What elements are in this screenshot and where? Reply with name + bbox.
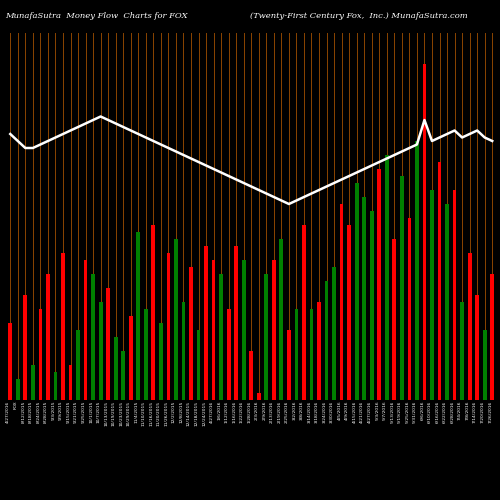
Bar	[144, 309, 148, 400]
Bar	[317, 302, 321, 400]
Bar	[340, 204, 344, 400]
Bar	[46, 274, 50, 400]
Bar	[468, 253, 471, 400]
Bar	[219, 274, 223, 400]
Bar	[152, 225, 155, 400]
Bar	[227, 309, 230, 400]
Bar	[196, 330, 200, 400]
Bar	[8, 323, 12, 400]
Bar	[385, 155, 388, 400]
Bar	[392, 239, 396, 400]
Bar	[280, 239, 283, 400]
Bar	[348, 225, 351, 400]
Bar	[294, 309, 298, 400]
Bar	[242, 260, 246, 400]
Bar	[61, 253, 65, 400]
Bar	[490, 274, 494, 400]
Bar	[324, 281, 328, 400]
Bar	[76, 330, 80, 400]
Bar	[250, 351, 253, 400]
Bar	[31, 365, 34, 400]
Bar	[430, 190, 434, 400]
Bar	[84, 260, 87, 400]
Bar	[114, 337, 117, 400]
Bar	[400, 176, 404, 400]
Bar	[106, 288, 110, 400]
Bar	[287, 330, 291, 400]
Bar	[355, 183, 358, 400]
Bar	[332, 267, 336, 400]
Bar	[159, 323, 163, 400]
Bar	[166, 253, 170, 400]
Bar	[438, 162, 442, 400]
Bar	[68, 365, 72, 400]
Text: MunafaSutra  Money Flow  Charts for FOX: MunafaSutra Money Flow Charts for FOX	[5, 12, 188, 20]
Bar	[212, 260, 216, 400]
Bar	[129, 316, 132, 400]
Bar	[24, 295, 27, 400]
Bar	[415, 141, 419, 400]
Bar	[310, 309, 314, 400]
Bar	[54, 372, 58, 400]
Bar	[91, 274, 95, 400]
Bar	[136, 232, 140, 400]
Bar	[476, 295, 479, 400]
Bar	[445, 204, 449, 400]
Bar	[122, 351, 125, 400]
Bar	[16, 379, 20, 400]
Bar	[408, 218, 412, 400]
Bar	[189, 267, 193, 400]
Bar	[422, 64, 426, 400]
Bar	[182, 302, 186, 400]
Bar	[99, 302, 102, 400]
Bar	[302, 225, 306, 400]
Bar	[362, 197, 366, 400]
Bar	[38, 309, 42, 400]
Bar	[264, 274, 268, 400]
Bar	[234, 246, 238, 400]
Bar	[257, 393, 260, 400]
Text: (Twenty-First Century Fox,  Inc.) MunafaSutra.com: (Twenty-First Century Fox, Inc.) MunafaS…	[250, 12, 468, 20]
Bar	[460, 302, 464, 400]
Bar	[272, 260, 276, 400]
Bar	[174, 239, 178, 400]
Bar	[204, 246, 208, 400]
Bar	[370, 211, 374, 400]
Bar	[378, 169, 381, 400]
Bar	[452, 190, 456, 400]
Bar	[483, 330, 486, 400]
